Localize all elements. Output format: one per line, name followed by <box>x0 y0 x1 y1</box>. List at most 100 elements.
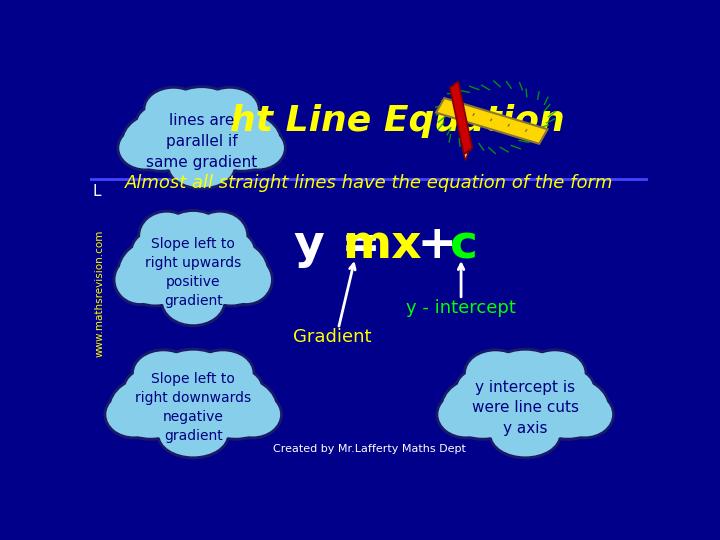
Ellipse shape <box>138 105 186 140</box>
Ellipse shape <box>488 350 562 401</box>
Ellipse shape <box>135 371 251 444</box>
Ellipse shape <box>107 393 161 436</box>
Ellipse shape <box>193 352 253 395</box>
Ellipse shape <box>115 256 165 303</box>
Ellipse shape <box>217 105 266 140</box>
Ellipse shape <box>166 143 237 190</box>
Ellipse shape <box>123 113 199 170</box>
Ellipse shape <box>169 146 234 187</box>
Text: lines are
parallel if
same gradient: lines are parallel if same gradient <box>146 113 257 170</box>
Ellipse shape <box>523 348 588 398</box>
Ellipse shape <box>112 254 168 306</box>
Ellipse shape <box>454 366 511 409</box>
Ellipse shape <box>485 348 565 404</box>
Ellipse shape <box>193 213 246 259</box>
Ellipse shape <box>554 390 615 440</box>
Ellipse shape <box>207 366 264 409</box>
Ellipse shape <box>204 113 280 170</box>
Ellipse shape <box>157 209 229 268</box>
Text: Slope left to
right upwards
positive
gradient: Slope left to right upwards positive gra… <box>145 237 241 308</box>
Ellipse shape <box>146 107 257 176</box>
Ellipse shape <box>190 210 249 262</box>
Ellipse shape <box>539 366 596 409</box>
Ellipse shape <box>120 127 171 168</box>
Ellipse shape <box>463 348 528 398</box>
Ellipse shape <box>163 278 224 325</box>
Polygon shape <box>464 152 468 160</box>
Ellipse shape <box>464 368 586 447</box>
Ellipse shape <box>159 413 227 456</box>
Ellipse shape <box>117 238 194 307</box>
Ellipse shape <box>140 213 193 259</box>
Ellipse shape <box>525 375 611 441</box>
Ellipse shape <box>111 378 191 438</box>
Ellipse shape <box>141 234 246 312</box>
Ellipse shape <box>440 375 526 441</box>
Ellipse shape <box>190 348 256 398</box>
Text: ht Line Equation: ht Line Equation <box>230 104 564 138</box>
Ellipse shape <box>120 111 202 173</box>
Ellipse shape <box>443 378 523 438</box>
Ellipse shape <box>135 103 189 144</box>
Ellipse shape <box>438 393 493 436</box>
Ellipse shape <box>131 348 196 398</box>
Ellipse shape <box>526 352 585 395</box>
Ellipse shape <box>201 111 283 173</box>
Ellipse shape <box>122 366 179 409</box>
Ellipse shape <box>104 390 164 440</box>
Text: Slope left to
right downwards
negative
gradient: Slope left to right downwards negative g… <box>135 373 251 443</box>
Ellipse shape <box>222 390 283 440</box>
Ellipse shape <box>467 371 583 444</box>
Ellipse shape <box>232 127 284 168</box>
Ellipse shape <box>466 352 526 395</box>
Ellipse shape <box>143 105 260 179</box>
Text: Created by Mr.Lafferty Maths Dept: Created by Mr.Lafferty Maths Dept <box>273 444 465 455</box>
Ellipse shape <box>206 229 257 274</box>
Ellipse shape <box>192 238 270 307</box>
Ellipse shape <box>491 413 559 456</box>
Ellipse shape <box>457 369 508 407</box>
Ellipse shape <box>195 241 267 305</box>
Text: c: c <box>450 223 478 268</box>
Ellipse shape <box>130 229 181 274</box>
Ellipse shape <box>108 375 194 441</box>
Ellipse shape <box>132 368 254 447</box>
Ellipse shape <box>138 210 196 262</box>
Ellipse shape <box>166 88 237 136</box>
Ellipse shape <box>202 89 258 130</box>
Ellipse shape <box>219 254 274 306</box>
Ellipse shape <box>120 241 192 305</box>
Ellipse shape <box>222 256 271 303</box>
Text: L: L <box>92 184 101 199</box>
Ellipse shape <box>215 103 269 144</box>
Text: +: + <box>401 223 474 268</box>
Text: Gradient: Gradient <box>294 328 372 346</box>
Text: Almost all straight lines have the equation of the form: Almost all straight lines have the equat… <box>125 174 613 192</box>
Ellipse shape <box>143 86 204 133</box>
Ellipse shape <box>125 369 176 407</box>
Ellipse shape <box>134 352 193 395</box>
Ellipse shape <box>156 409 230 460</box>
Ellipse shape <box>557 393 612 436</box>
Ellipse shape <box>199 86 261 133</box>
Ellipse shape <box>153 348 233 404</box>
Ellipse shape <box>132 232 178 271</box>
Text: www.mathsrevision.com: www.mathsrevision.com <box>95 230 105 357</box>
Polygon shape <box>450 82 472 154</box>
Polygon shape <box>436 98 547 144</box>
Ellipse shape <box>229 124 287 172</box>
Ellipse shape <box>210 369 261 407</box>
Ellipse shape <box>156 350 230 401</box>
Ellipse shape <box>208 232 254 271</box>
Ellipse shape <box>160 212 226 266</box>
Ellipse shape <box>145 89 202 130</box>
Ellipse shape <box>163 85 240 138</box>
Ellipse shape <box>117 124 174 172</box>
Ellipse shape <box>160 275 226 327</box>
Text: mx: mx <box>342 223 422 268</box>
Ellipse shape <box>436 390 496 440</box>
Ellipse shape <box>192 375 279 441</box>
Text: y =: y = <box>294 223 397 268</box>
Ellipse shape <box>195 378 276 438</box>
Text: y - intercept: y - intercept <box>406 299 516 317</box>
